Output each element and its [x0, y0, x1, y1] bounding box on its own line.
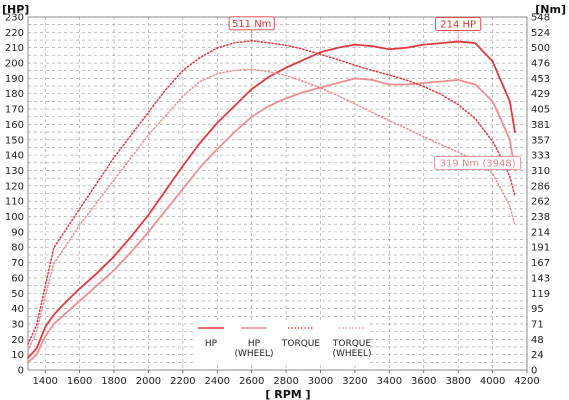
x-tick-label: 1800	[101, 376, 126, 387]
left-axis-ticks: 0 10 20 30 40 50 60 70 80 90 100 110 120 130 140 150 160…	[5, 13, 24, 377]
right-tick-label: 333	[531, 151, 550, 162]
legend-label: TORQUE (WHEEL)	[332, 339, 372, 359]
x-tick-label: 3800	[445, 376, 470, 387]
legend-label: TORQUE	[281, 339, 321, 349]
left-tick-label: 190	[5, 74, 24, 85]
x-tick-label: 3600	[411, 376, 436, 387]
x-tick-label: 2400	[205, 376, 230, 387]
right-tick-label: 548	[531, 13, 550, 24]
right-tick-label: 71	[531, 319, 544, 330]
right-axis-label: [Nm]	[535, 3, 566, 16]
legend-background	[194, 323, 370, 363]
left-tick-label: 50	[11, 289, 24, 300]
callout-box	[434, 156, 522, 170]
plot-frame	[27, 16, 528, 371]
left-tick-label: 100	[5, 212, 24, 223]
left-tick-label: 200	[5, 59, 24, 70]
right-tick-label: 286	[531, 181, 550, 192]
right-tick-label: 48	[531, 335, 544, 346]
left-tick-label: 140	[5, 151, 24, 162]
right-tick-label: 429	[531, 89, 550, 100]
chart-callouts: 511 Nm 214 HP 319 Nm (3948)	[228, 16, 522, 170]
right-tick-label: 357	[531, 135, 550, 146]
right-tick-label: 95	[531, 304, 544, 315]
left-tick-label: 210	[5, 43, 24, 54]
right-tick-label: 143	[531, 273, 550, 284]
chart-grid	[27, 16, 528, 371]
left-tick-label: 30	[11, 319, 24, 330]
right-tick-label: 476	[531, 59, 550, 70]
legend-label: HP	[205, 339, 218, 349]
right-tick-label: 381	[531, 120, 550, 131]
x-tick-label: 3200	[342, 376, 367, 387]
x-tick-label: 4200	[514, 376, 539, 387]
x-tick-label: 2600	[239, 376, 264, 387]
callout-label: 214 HP	[440, 20, 476, 31]
left-tick-label: 20	[11, 335, 24, 346]
x-axis-ticks: 1400 1600 1800 2000 2200 2400 2600 2800 3000 3200…	[32, 370, 540, 387]
right-tick-label: 214	[531, 227, 550, 238]
x-tick-label: 1600	[67, 376, 92, 387]
left-tick-label: 180	[5, 89, 24, 100]
left-tick-label: 70	[11, 258, 24, 269]
callout-label: 319 Nm (3948)	[440, 159, 516, 170]
legend-label: HP (WHEEL)	[234, 339, 273, 359]
series-line-torque-wheel	[27, 68, 516, 352]
left-tick-label: 160	[5, 120, 24, 131]
left-tick-label: 220	[5, 28, 24, 39]
left-tick-label: 130	[5, 166, 24, 177]
right-tick-label: 405	[531, 105, 550, 116]
x-tick-label: 4000	[480, 376, 505, 387]
left-tick-label: 110	[5, 197, 24, 208]
right-tick-label: 453	[531, 74, 550, 85]
series-line-torque	[27, 40, 516, 345]
right-tick-label: 262	[531, 197, 550, 208]
right-tick-label: 24	[531, 350, 544, 361]
right-tick-label: 0	[531, 366, 537, 377]
left-tick-label: 60	[11, 273, 24, 284]
x-axis-label: [ RPM ]	[265, 388, 310, 400]
right-tick-label: 310	[531, 166, 550, 177]
left-tick-label: 170	[5, 105, 24, 116]
x-tick-label: 3000	[308, 376, 333, 387]
left-tick-label: 0	[18, 366, 24, 377]
left-tick-label: 120	[5, 181, 24, 192]
series-line-hp-wheel	[27, 77, 516, 364]
left-axis-label: [HP]	[2, 3, 29, 16]
callout-box	[435, 17, 482, 32]
series-line-hp	[27, 40, 516, 359]
callout-box	[228, 16, 275, 31]
left-tick-label: 230	[5, 13, 24, 24]
x-tick-label: 2200	[170, 376, 195, 387]
x-tick-label: 2800	[273, 376, 298, 387]
left-tick-label: 40	[11, 304, 24, 315]
right-tick-label: 238	[531, 212, 550, 223]
left-tick-label: 80	[11, 243, 24, 254]
x-tick-label: 2000	[136, 376, 161, 387]
x-tick-label: 1400	[32, 376, 57, 387]
left-tick-label: 10	[11, 350, 24, 361]
callout-label: 511 Nm	[232, 19, 272, 30]
left-tick-label: 90	[11, 227, 24, 238]
right-axis-ticks: 0 24 48 71 95 119 143 167 191 214 238 262 286 310 333 3…	[531, 13, 550, 377]
right-tick-label: 167	[531, 258, 550, 269]
chart-legend: HP HP (WHEEL) TORQUE TORQUE (WHEEL)	[194, 323, 372, 363]
right-tick-label: 500	[531, 43, 550, 54]
right-tick-label: 119	[531, 289, 550, 300]
right-tick-label: 524	[531, 28, 550, 39]
left-tick-label: 150	[5, 135, 24, 146]
chart-series	[27, 40, 516, 364]
x-tick-label: 3400	[377, 376, 402, 387]
right-tick-label: 191	[531, 243, 550, 254]
